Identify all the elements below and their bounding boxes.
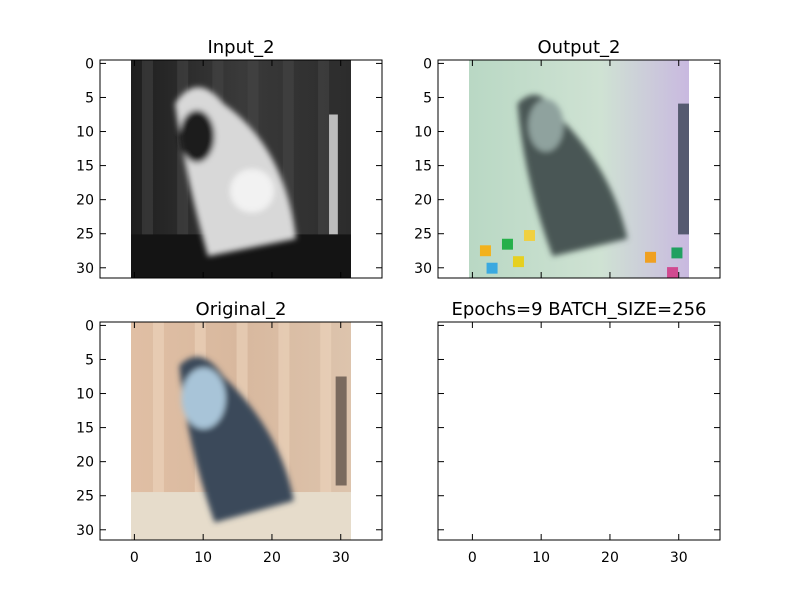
panel-title: Epochs=9 BATCH_SIZE=256 bbox=[452, 299, 707, 320]
x-tick-label: 30 bbox=[670, 550, 688, 566]
y-tick-label: 25 bbox=[414, 227, 432, 243]
panel-0: Input_2 0 5 10 15 20 25 30 bbox=[76, 37, 383, 279]
axes-frame bbox=[99, 59, 383, 279]
axes-frame bbox=[437, 59, 721, 279]
y-tick-label: 5 bbox=[85, 352, 94, 368]
axes-frame bbox=[437, 321, 721, 541]
panel-1: Output_2 0 5 10 15 20 25 30 bbox=[414, 37, 721, 279]
image-1 bbox=[468, 60, 690, 278]
y-tick-label: 10 bbox=[76, 387, 94, 403]
panel-2: Original_2 0 5 10 15 20 25 30 0 10 20 30 bbox=[76, 299, 383, 566]
y-tick-label: 25 bbox=[76, 227, 94, 243]
panel-3: Epochs=9 BATCH_SIZE=256 0 10 20 30 bbox=[437, 299, 721, 566]
y-tick-label: 15 bbox=[414, 159, 432, 175]
y-tick-label: 15 bbox=[76, 421, 94, 437]
y-tick-label: 0 bbox=[85, 56, 94, 72]
axes-frame bbox=[99, 321, 383, 541]
x-tick-label: 10 bbox=[532, 550, 550, 566]
y-tick-label: 20 bbox=[76, 193, 94, 209]
y-tick-label: 10 bbox=[414, 125, 432, 141]
panel-title: Input_2 bbox=[207, 37, 274, 58]
panel-title: Output_2 bbox=[538, 37, 621, 58]
y-tick-label: 30 bbox=[76, 523, 94, 539]
image-2 bbox=[130, 322, 352, 540]
x-tick-label: 20 bbox=[263, 550, 281, 566]
y-tick-label: 5 bbox=[85, 90, 94, 106]
y-tick-label: 30 bbox=[414, 261, 432, 277]
y-tick-label: 20 bbox=[76, 455, 94, 471]
y-tick-label: 0 bbox=[423, 56, 432, 72]
y-tick-label: 15 bbox=[76, 159, 94, 175]
y-tick-label: 25 bbox=[76, 489, 94, 505]
x-tick-label: 0 bbox=[130, 550, 139, 566]
y-tick-label: 30 bbox=[76, 261, 94, 277]
y-tick-label: 20 bbox=[414, 193, 432, 209]
x-tick-label: 20 bbox=[601, 550, 619, 566]
y-tick-label: 0 bbox=[85, 318, 94, 334]
y-tick-label: 5 bbox=[423, 90, 432, 106]
x-tick-label: 30 bbox=[332, 550, 350, 566]
x-tick-label: 0 bbox=[468, 550, 477, 566]
x-tick-label: 10 bbox=[194, 550, 212, 566]
y-tick-label: 10 bbox=[76, 125, 94, 141]
image-0 bbox=[130, 60, 352, 278]
panel-title: Original_2 bbox=[196, 299, 287, 320]
